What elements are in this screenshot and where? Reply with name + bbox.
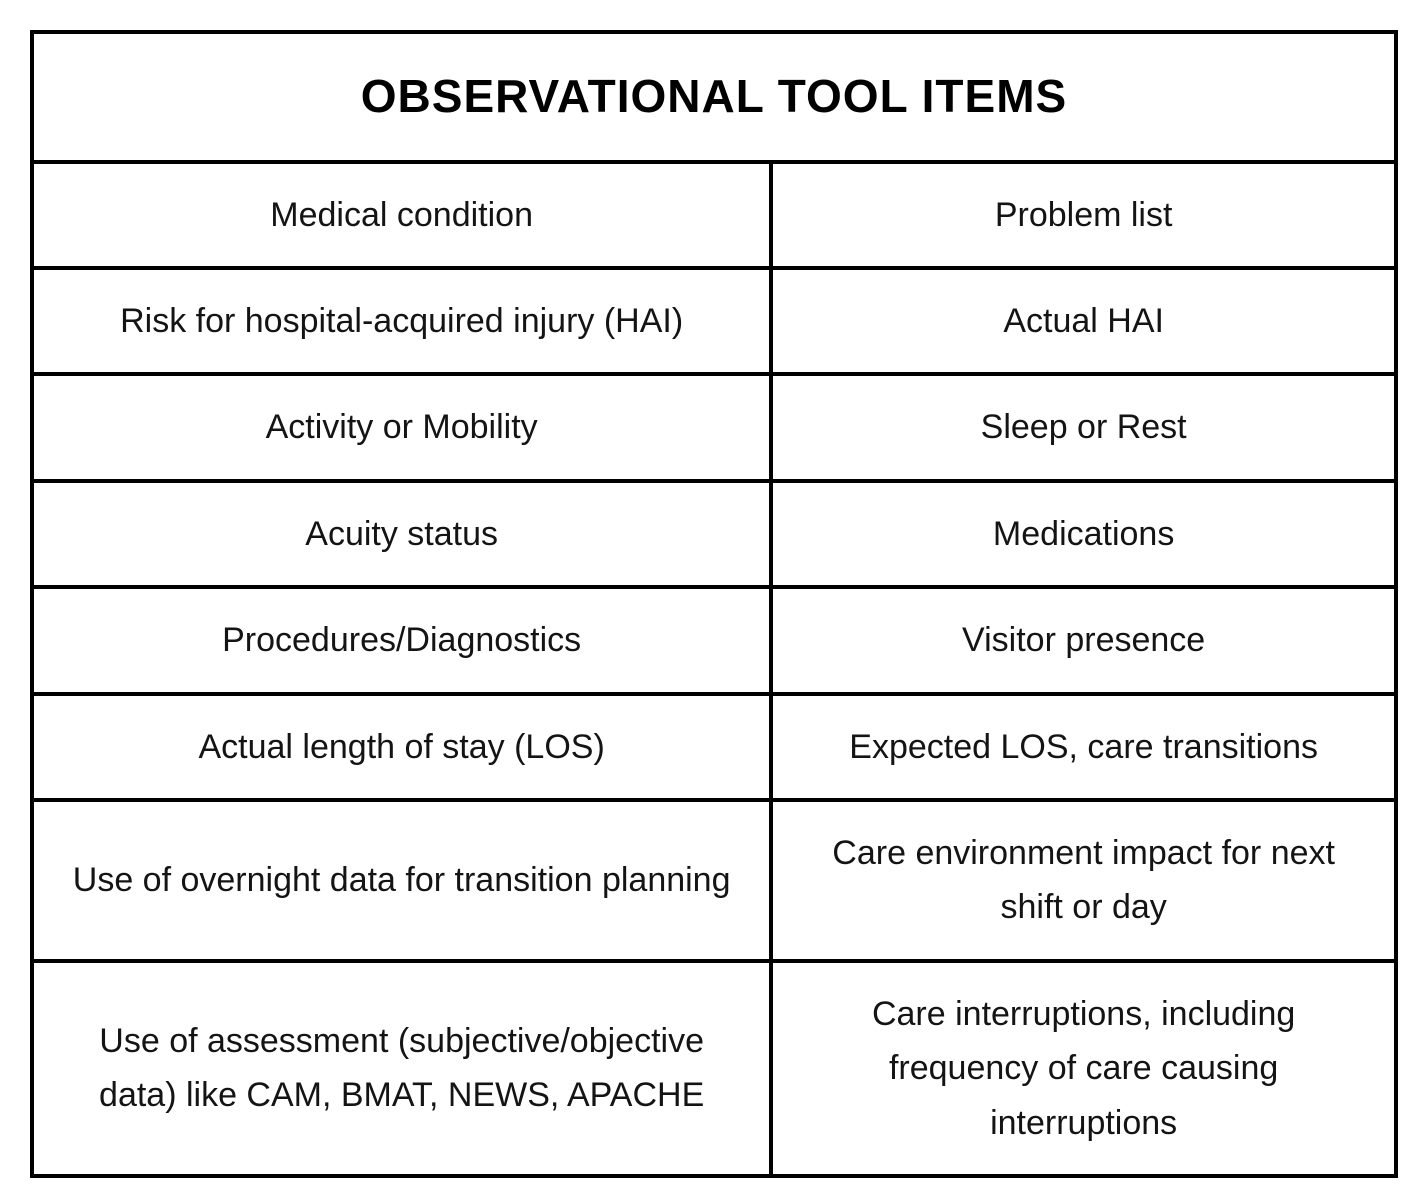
table-row: Use of overnight data for transition pla… xyxy=(29,797,1398,963)
table-header-row: OBSERVATIONAL TOOL ITEMS xyxy=(30,30,1398,164)
table-cell: Medications xyxy=(769,478,1398,590)
table-cell: Visitor presence xyxy=(769,585,1398,696)
table-row: Medical condition Problem list xyxy=(29,159,1398,270)
table-row: Procedures/Diagnostics Visitor presence xyxy=(29,585,1398,696)
table-cell: Actual length of stay (LOS) xyxy=(29,691,774,802)
table-cell: Expected LOS, care transitions xyxy=(769,691,1398,802)
table-row: Actual length of stay (LOS) Expected LOS… xyxy=(29,691,1398,802)
table-title: OBSERVATIONAL TOOL ITEMS xyxy=(30,30,1398,164)
table-cell: Acuity status xyxy=(29,478,774,590)
table-cell: Actual HAI xyxy=(769,265,1398,377)
table-cell: Care environment impact for next shift o… xyxy=(769,797,1398,963)
table-cell: Use of assessment (subjective/objective … xyxy=(29,958,774,1178)
table-cell: Sleep or Rest xyxy=(769,372,1398,483)
table-cell: Use of overnight data for transition pla… xyxy=(29,797,774,963)
table-row: Acuity status Medications xyxy=(29,478,1398,590)
table-cell: Problem list xyxy=(769,159,1398,270)
table-row: Risk for hospital-acquired injury (HAI) … xyxy=(29,265,1398,377)
table-cell: Risk for hospital-acquired injury (HAI) xyxy=(29,265,774,377)
table-cell: Procedures/Diagnostics xyxy=(29,585,774,696)
table-cell: Activity or Mobility xyxy=(29,372,774,483)
observational-tool-items-table: OBSERVATIONAL TOOL ITEMS Medical conditi… xyxy=(29,30,1398,1178)
table-cell: Medical condition xyxy=(29,159,774,270)
table-cell: Care interruptions, including frequency … xyxy=(769,958,1398,1178)
table-row: Use of assessment (subjective/objective … xyxy=(29,958,1398,1178)
table-row: Activity or Mobility Sleep or Rest xyxy=(29,372,1398,483)
